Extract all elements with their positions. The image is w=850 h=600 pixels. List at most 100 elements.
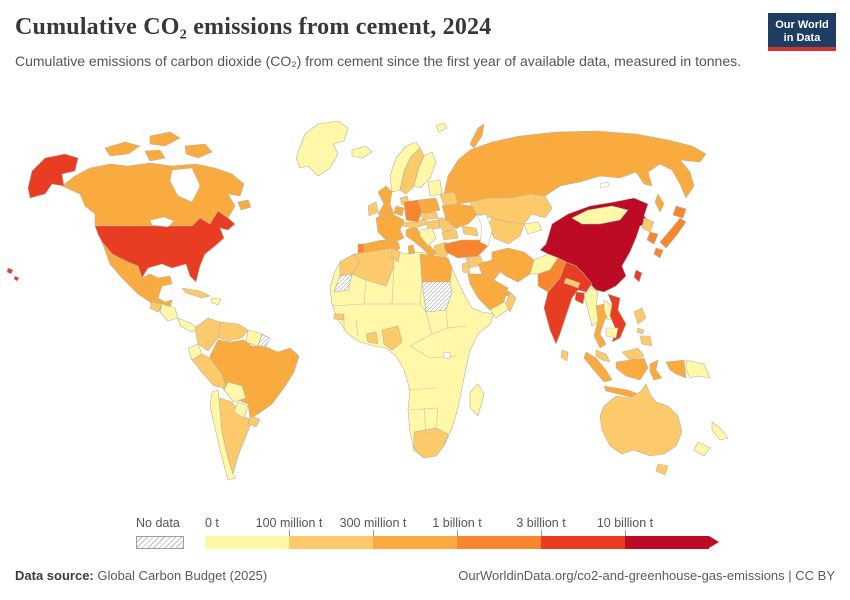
country-arctic-island-1[interactable] [104, 141, 141, 157]
country-sumatra[interactable] [583, 351, 613, 383]
country-tunisia[interactable] [391, 247, 401, 263]
legend-color-bar[interactable] [205, 536, 719, 549]
country-arctic-island-2[interactable] [149, 131, 181, 147]
country-svalbard[interactable] [435, 122, 448, 133]
country-algeria[interactable] [351, 247, 395, 287]
country-vietnam[interactable] [607, 293, 627, 343]
legend-bin-2[interactable] [373, 536, 457, 549]
country-uae-qatar[interactable] [500, 289, 511, 297]
country-bolivia[interactable] [223, 381, 247, 403]
country-iran[interactable] [491, 247, 535, 283]
country-belarus[interactable] [439, 191, 459, 207]
country-africa-mainland[interactable] [329, 247, 495, 459]
country-malaysia[interactable] [595, 349, 611, 363]
country-novaya-zemlya[interactable] [469, 123, 485, 149]
country-baltic-states[interactable] [427, 179, 443, 197]
country-sudan[interactable] [421, 281, 453, 313]
country-hispaniola[interactable] [210, 297, 222, 306]
license-link[interactable]: OurWorldinData.org/co2-and-greenhouse-ga… [458, 568, 835, 583]
country-italy[interactable] [405, 225, 437, 259]
legend-bin-3[interactable] [457, 536, 541, 549]
country-hungary[interactable] [425, 219, 441, 231]
country-venezuela[interactable] [217, 321, 249, 342]
country-guatemala[interactable] [149, 301, 163, 313]
country-greenland[interactable] [295, 120, 349, 177]
country-france[interactable] [375, 211, 405, 245]
country-philippines-visayas[interactable] [636, 327, 645, 335]
country-japan-kyushu[interactable] [653, 247, 664, 259]
country-madagascar[interactable] [469, 383, 485, 417]
country-newfoundland[interactable] [237, 199, 252, 211]
country-costa-rica-panama[interactable] [177, 317, 199, 333]
country-caucasus[interactable] [461, 225, 479, 237]
country-iceland[interactable] [351, 145, 373, 159]
country-hawaii-1[interactable] [6, 267, 14, 275]
country-mongolia[interactable] [571, 205, 629, 225]
country-philippines-mindanao[interactable] [639, 335, 653, 347]
legend-bin-0[interactable] [205, 536, 289, 549]
country-canada[interactable] [61, 162, 245, 227]
country-nepal[interactable] [563, 277, 581, 289]
legend-tick-mark [541, 530, 542, 536]
country-mexico[interactable] [101, 241, 173, 312]
country-sulawesi[interactable] [649, 359, 663, 381]
country-french-guiana[interactable] [257, 333, 271, 347]
country-paraguay[interactable] [233, 401, 249, 419]
legend-no-data-swatch[interactable] [136, 536, 184, 549]
country-peru[interactable] [191, 353, 227, 389]
country-philippines-luzon[interactable] [633, 307, 647, 325]
country-tasmania[interactable] [655, 463, 669, 476]
country-sardinia[interactable] [407, 244, 416, 255]
country-cuba[interactable] [181, 287, 211, 299]
country-japan-hokkaido[interactable] [672, 205, 687, 219]
country-united-kingdom[interactable] [377, 185, 395, 221]
country-honduras-nicaragua[interactable] [159, 303, 179, 322]
country-kalimantan[interactable] [615, 357, 649, 381]
legend-bin-4[interactable] [541, 536, 625, 549]
country-java[interactable] [603, 385, 639, 398]
country-malaysia-borneo[interactable] [621, 347, 645, 361]
country-ireland[interactable] [367, 201, 379, 217]
country-senegal[interactable] [333, 313, 345, 321]
country-ukraine[interactable] [441, 203, 479, 229]
country-kyrgyzstan-tajikistan[interactable] [523, 221, 543, 235]
country-turkey[interactable] [443, 239, 489, 259]
country-finland[interactable] [413, 151, 437, 189]
country-alaska[interactable] [27, 153, 79, 199]
country-india[interactable] [543, 261, 593, 345]
country-cambodia[interactable] [605, 327, 619, 339]
country-iraq[interactable] [477, 259, 501, 281]
country-western-balkans[interactable] [419, 227, 437, 247]
country-bulgaria[interactable] [441, 229, 459, 241]
legend-bin-5[interactable] [625, 536, 709, 549]
country-arctic-island-4[interactable] [144, 149, 166, 162]
world-choropleth-map[interactable] [0, 106, 850, 504]
country-south-africa[interactable] [413, 427, 449, 459]
country-sri-lanka[interactable] [560, 349, 569, 362]
country-taiwan[interactable] [633, 269, 643, 283]
country-papua-new-guinea[interactable] [685, 359, 711, 379]
country-ghana-cote-divoire[interactable] [365, 331, 379, 345]
country-germany[interactable] [403, 199, 423, 223]
country-new-zealand-north[interactable] [711, 421, 729, 441]
country-netherlands-belgium[interactable] [393, 205, 405, 217]
country-south-korea[interactable] [646, 231, 659, 245]
legend-bin-1[interactable] [289, 536, 373, 549]
country-north-korea[interactable] [641, 217, 655, 233]
country-russia[interactable] [443, 130, 707, 205]
country-egypt[interactable] [419, 253, 453, 283]
country-australia[interactable] [599, 383, 683, 457]
country-hawaii-2[interactable] [13, 275, 20, 282]
country-uruguay[interactable] [247, 415, 261, 428]
country-west-papua[interactable] [665, 359, 687, 379]
country-sakhalin[interactable] [654, 193, 665, 213]
country-nigeria[interactable] [381, 325, 403, 351]
country-chile[interactable] [209, 389, 237, 481]
country-bangladesh[interactable] [574, 291, 586, 305]
country-oman[interactable] [505, 291, 517, 313]
country-japan-honshu[interactable] [659, 217, 687, 249]
country-new-zealand-south[interactable] [693, 441, 711, 457]
country-arctic-island-3[interactable] [184, 143, 213, 159]
owid-logo[interactable]: Our World in Data [768, 13, 836, 51]
country-poland[interactable] [417, 197, 441, 215]
